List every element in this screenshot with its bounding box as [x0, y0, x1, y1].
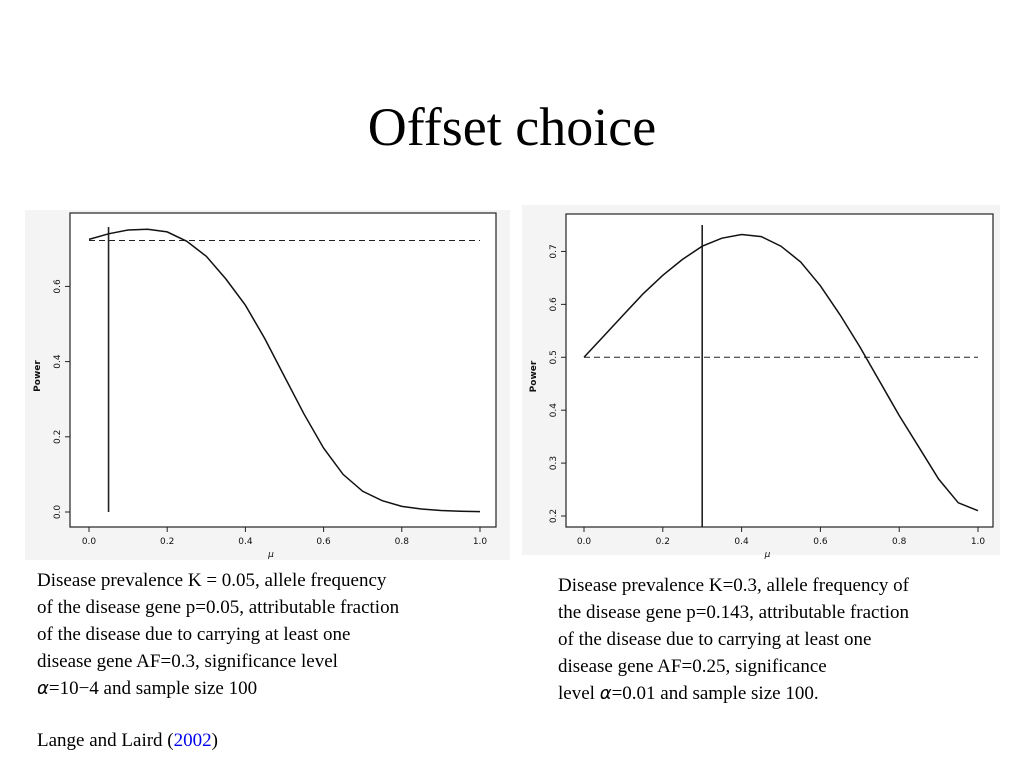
x-tick-label: 0.0: [82, 537, 97, 547]
y-tick-label: 0.4: [53, 354, 63, 369]
caption-right-line: the disease gene p=0.143, attributable f…: [558, 602, 910, 623]
y-tick-label: 0.4: [549, 403, 559, 418]
x-tick-label: 0.4: [238, 537, 253, 547]
x-tick-label: 0.4: [734, 537, 749, 547]
y-tick-label: 0.0: [53, 505, 63, 520]
y-axis-label: Power: [33, 360, 43, 392]
y-tick-label: 0.7: [549, 244, 559, 258]
power-plot-right: 0.0 0.2 0.4 0.6 0.8 1.0 0.2 0.3 0.4 0.5 0.6 0.7 μ Pow…: [522, 205, 1000, 560]
power-curve: [583, 233, 979, 512]
plot-frame: [565, 213, 994, 528]
plot-frame: [69, 212, 497, 528]
caption-left-last-text: =10−4 and sample size 100: [48, 678, 258, 699]
caption-left-line: disease gene AF=0.3, significance level: [37, 651, 338, 672]
y-axis-label: Power: [529, 360, 539, 392]
power-chart-right-svg: 0.0 0.2 0.4 0.6 0.8 1.0 0.2 0.3 0.4 0.5 0.6 0.7 μ Pow…: [529, 213, 994, 560]
caption-left-line: of the disease due to carrying at least …: [37, 624, 351, 645]
y-tick-label: 0.2: [549, 509, 559, 523]
caption-left-line: Disease prevalence K = 0.05, allele freq…: [37, 570, 387, 591]
caption-left-line: α=10−4 and sample size 100: [37, 675, 487, 702]
x-tick-label: 0.6: [813, 537, 828, 547]
caption-right-line: level α=0.01 and sample size 100.: [558, 680, 988, 707]
x-tick-label: 0.2: [160, 537, 174, 547]
caption-right-prefix: level: [558, 683, 600, 704]
x-tick-label: 0.6: [316, 537, 331, 547]
alpha-symbol: α: [37, 678, 49, 699]
x-tick-label: 1.0: [971, 537, 986, 547]
slide-title: Offset choice: [367, 97, 657, 157]
caption-right-last-text: =0.01 and sample size 100.: [611, 683, 819, 704]
power-chart-left-svg: 0.0 0.2 0.4 0.6 0.8 1.0 0.0 0.2 0.4 0.6 μ Power: [33, 212, 497, 560]
caption-right: Disease prevalence K=0.3, allele frequen…: [558, 572, 988, 707]
x-tick-label: 0.2: [656, 537, 670, 547]
citation-authors: Lange and Laird (: [37, 730, 174, 751]
caption-left: Disease prevalence K = 0.05, allele freq…: [37, 567, 487, 702]
y-tick-label: 0.3: [549, 456, 559, 470]
x-tick-label: 1.0: [473, 537, 488, 547]
caption-right-line: disease gene AF=0.25, significance: [558, 656, 827, 677]
caption-left-line: of the disease gene p=0.05, attributable…: [37, 597, 400, 618]
power-plot-left: 0.0 0.2 0.4 0.6 0.8 1.0 0.0 0.2 0.4 0.6 μ Power: [25, 210, 510, 560]
y-tick-label: 0.5: [549, 350, 559, 364]
y-tick-label: 0.6: [53, 279, 63, 294]
x-tick-label: 0.0: [577, 537, 592, 547]
power-curve: [88, 228, 481, 513]
x-axis-label: μ: [764, 550, 771, 560]
y-tick-label: 0.2: [53, 430, 63, 444]
caption-right-line: of the disease due to carrying at least …: [558, 629, 872, 650]
x-tick-label: 0.8: [395, 537, 410, 547]
citation: Lange and Laird (2002): [37, 730, 218, 752]
caption-right-line: Disease prevalence K=0.3, allele frequen…: [558, 575, 909, 596]
alpha-symbol: α: [599, 683, 612, 704]
x-tick-label: 0.8: [892, 537, 907, 547]
citation-year-link[interactable]: 2002: [173, 730, 212, 751]
x-axis-label: μ: [267, 550, 274, 560]
citation-close: ): [211, 730, 218, 751]
y-tick-label: 0.6: [549, 297, 559, 312]
